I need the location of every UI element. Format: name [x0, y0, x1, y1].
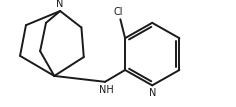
Text: NH: NH	[99, 85, 114, 95]
Text: N: N	[56, 0, 64, 9]
Text: Cl: Cl	[113, 7, 123, 17]
Text: N: N	[148, 88, 156, 98]
